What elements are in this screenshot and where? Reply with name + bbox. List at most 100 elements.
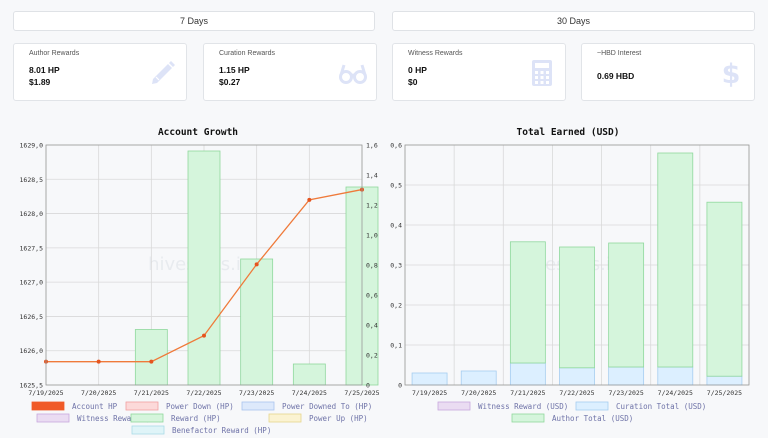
legend-label: Witness Reward (USD) [478, 402, 568, 411]
total-earned-chart: Total Earned (USD) hivestats.io 00,10,20… [390, 127, 750, 423]
x-tick-label: 7/24/2025 [292, 389, 327, 397]
card-value-usd: $1.89 [29, 77, 51, 87]
x-tick-label: 7/25/2025 [707, 389, 742, 397]
x-tick-label: 7/19/2025 [28, 389, 63, 397]
y-tick-label: 0,6 [390, 142, 402, 150]
y-right-tick-label: 0,6 [366, 292, 378, 300]
y-left-tick-label: 1626,0 [20, 347, 44, 355]
card-title: Author Rewards [29, 50, 80, 57]
legend-swatch [437, 401, 471, 411]
line-series [44, 187, 364, 364]
card-curation-rewards: Curation Rewards 1.15 HP $0.27 [203, 43, 377, 101]
bar-reward-hp [240, 258, 274, 386]
y-tick-label: 0,1 [390, 342, 402, 350]
card-hbd-interest: ~HBD Interest 0.69 HBD $ [581, 43, 755, 101]
x-tick-label: 7/23/2025 [609, 389, 644, 397]
card-value-hp: 8.01 HP [29, 65, 60, 75]
bar-reward-hp [187, 150, 221, 386]
legend-swatch [241, 401, 275, 411]
bar-curation-total [559, 367, 595, 386]
plot-border [45, 144, 363, 386]
tab-30-days[interactable]: 30 Days [392, 11, 755, 31]
legend-swatch [31, 401, 65, 411]
legend-swatch [125, 401, 159, 411]
x-tick-label: 7/23/2025 [239, 389, 274, 397]
chart-title: Total Earned (USD) [517, 127, 620, 138]
x-tick-label: 7/20/2025 [461, 389, 496, 397]
period-tabs: 7 Days 30 Days [13, 11, 755, 31]
x-tick-label: 7/21/2025 [134, 389, 169, 397]
card-title: ~HBD Interest [597, 50, 642, 57]
account-growth-chart: Account Growth hivestats.io 1625,51626,0… [20, 127, 380, 435]
y-right-tick-label: 0 [366, 382, 370, 390]
bar-author-total [608, 242, 645, 368]
card-author-rewards: Author Rewards 8.01 HP $1.89 [13, 43, 187, 101]
bar-curation-total [706, 375, 743, 386]
y-right-tick-label: 0,2 [366, 352, 378, 360]
y-right-tick-label: 1,0 [366, 232, 378, 240]
tab-7-days[interactable]: 7 Days [13, 11, 375, 31]
axes: 0 0,1 0,2 0,3 0,4 0,5 0,6 7/19/2025 7/20/2025 7/2… [390, 142, 750, 397]
legend-swatch [36, 413, 70, 423]
bar-curation-total [509, 362, 546, 386]
calculator-icon [532, 60, 552, 86]
y-left-tick-label: 1625,5 [20, 382, 44, 390]
y-left-tick-label: 1628,0 [20, 210, 44, 218]
y-right-tick-label: 1,6 [366, 142, 378, 150]
bar-curation-total [460, 370, 497, 386]
legend-label: Author Total (USD) [552, 414, 633, 423]
bar-reward-hp [292, 363, 326, 386]
legend-swatch [130, 413, 164, 423]
legend: Witness Reward (USD) Curation Total (USD)… [437, 401, 706, 423]
y-tick-label: 0,2 [390, 302, 402, 310]
y-right-tick-label: 1,2 [366, 202, 378, 210]
y-left-tick-label: 1627,5 [20, 244, 44, 252]
x-tick-label: 7/20/2025 [81, 389, 116, 397]
point-account-hp [96, 359, 101, 364]
y-tick-label: 0,4 [390, 222, 402, 230]
point-account-hp [202, 333, 206, 338]
legend-label: Account HP [72, 402, 118, 411]
x-tick-label: 7/19/2025 [412, 389, 447, 397]
y-tick-label: 0,5 [390, 182, 402, 190]
y-left-tick-label: 1626,5 [20, 313, 44, 321]
bar-reward-hp [134, 329, 168, 386]
legend-swatch [511, 413, 545, 423]
bar-curation-total [657, 366, 694, 386]
card-value-hbd: 0.69 HBD [597, 71, 635, 81]
x-tick-label: 7/22/2025 [186, 389, 221, 397]
y-right-tick-label: 0,8 [366, 262, 378, 270]
legend-label: Power Down (HP) [166, 402, 234, 411]
legend-label: Curation Total (USD) [616, 402, 706, 411]
bars [411, 152, 743, 386]
card-value-hp: 1.15 HP [219, 65, 250, 75]
bar-curation-total [411, 372, 448, 386]
chart-title: Account Growth [158, 127, 238, 138]
legend-label: Benefactor Reward (HP) [172, 426, 271, 435]
legend-label: Witness Reward (HP) [77, 414, 163, 423]
y-left-tick-label: 1627,0 [20, 279, 44, 287]
legend-swatch [575, 401, 609, 411]
legend-label: Power Downed To (HP) [282, 402, 372, 411]
plot-border [404, 144, 750, 386]
card-value-usd: $0 [408, 77, 418, 87]
y-tick-label: 0,3 [390, 262, 402, 270]
card-witness-rewards: Witness Rewards 0 HP $0 [392, 43, 566, 101]
bar-author-total [706, 201, 743, 377]
card-value-hp: 0 HP [408, 65, 427, 75]
x-tick-label: 7/21/2025 [510, 389, 545, 397]
legend-swatch [268, 413, 302, 423]
dollar-icon: $ [722, 59, 741, 88]
legend-label: Reward (HP) [171, 414, 221, 423]
point-account-hp [149, 359, 154, 364]
y-right-tick-label: 1,4 [366, 172, 378, 180]
pencil-icon [152, 61, 175, 84]
reward-cards: Author Rewards 8.01 HP $1.89 Curation Re… [13, 43, 755, 101]
bar-author-total [657, 152, 694, 368]
y-left-tick-label: 1628,5 [20, 176, 44, 184]
x-tick-label: 7/25/2025 [344, 389, 379, 397]
y-left-tick-label: 1629,0 [20, 142, 44, 150]
point-account-hp [307, 197, 312, 202]
y-right-tick-label: 0,4 [366, 322, 378, 330]
card-title: Curation Rewards [219, 50, 276, 57]
